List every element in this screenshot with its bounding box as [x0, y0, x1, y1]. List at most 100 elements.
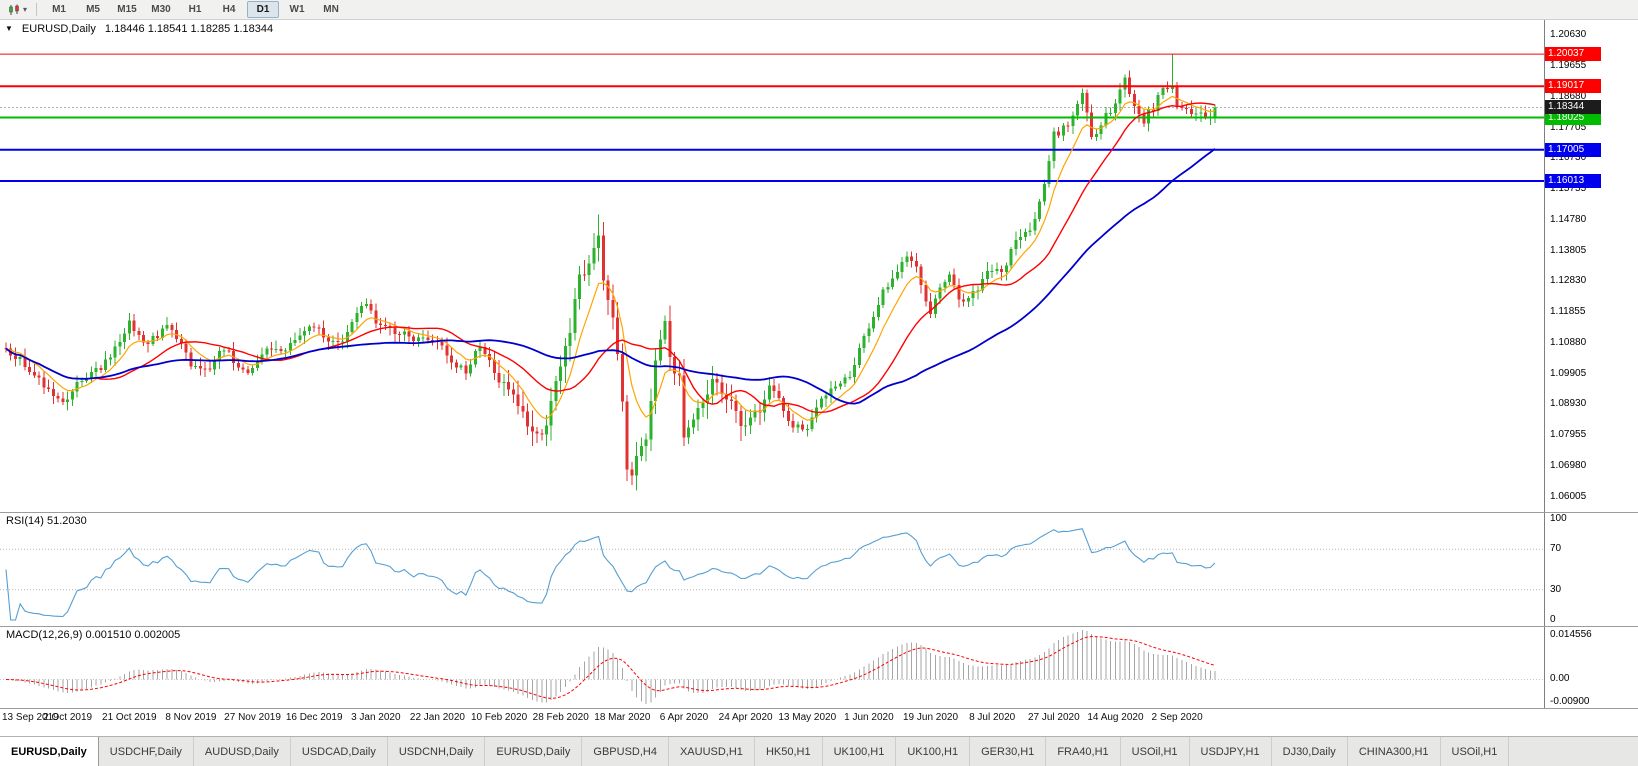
chart-title: ▼ EURUSD,Daily 1.18446 1.18541 1.18285 1… [5, 23, 273, 35]
level-price-badge-1.20037: 1.20037 [1545, 47, 1601, 62]
macd-histogram [10, 630, 1216, 704]
rsi-panel[interactable]: RSI(14) 51.2030 100 70 30 0 [0, 512, 1638, 626]
chart-ohlc-values: 1.18446 1.18541 1.18285 1.18344 [104, 23, 274, 35]
macd-canvas [0, 630, 1544, 704]
price-chart-canvas [0, 53, 1544, 491]
price-tick: 1.09905 [1550, 367, 1587, 379]
time-axis-label: 10 Feb 2020 [470, 712, 528, 723]
chart-tab-16-china300-h1[interactable]: CHINA300,H1 [1348, 737, 1441, 766]
time-axis-label: 24 Apr 2020 [718, 712, 773, 723]
macd-tick-zero: 0.00 [1550, 673, 1570, 685]
time-axis-label: 18 Mar 2020 [594, 712, 651, 723]
chart-tab-11-ger30-h1[interactable]: GER30,H1 [970, 737, 1047, 766]
chevron-down-icon: ▾ [23, 4, 28, 14]
chart-tab-bar: EURUSD,Daily USDCHF,Daily AUDUSD,Daily USDC… [0, 736, 1638, 766]
chart-tab-8-hk50-h1[interactable]: HK50,H1 [755, 737, 823, 766]
time-axis-label: 22 Jan 2020 [409, 712, 465, 723]
chart-tab-4-usdcnh-daily[interactable]: USDCNH,Daily [388, 737, 486, 766]
rsi-label: RSI(14) 51.2030 [6, 515, 87, 527]
macd-panel[interactable]: MACD(12,26,9) 0.001510 0.002005 0.014556… [0, 626, 1638, 708]
chart-tab-1-usdchf-daily[interactable]: USDCHF,Daily [99, 737, 194, 766]
timeframe-button-mn[interactable]: MN [323, 4, 339, 15]
one-click-trading-arrow-icon[interactable]: ▼ [5, 24, 13, 33]
price-tick: 1.06980 [1550, 459, 1587, 471]
time-axis-label: 19 Jun 2020 [903, 712, 959, 723]
price-tick: 1.07955 [1550, 429, 1587, 441]
time-axis-label: 27 Jul 2020 [1027, 712, 1080, 723]
price-tick: 1.08930 [1550, 398, 1587, 410]
price-scale[interactable]: 1.20630 1.19655 1.18680 1.17705 1.16730 1.157… [1544, 20, 1638, 512]
candlestick-chart-icon [9, 4, 19, 15]
time-axis-label: 28 Feb 2020 [532, 712, 589, 723]
toolbar-separator [36, 3, 38, 16]
chart-tab-17-usoil-h1[interactable]: USOil,H1 [1441, 737, 1510, 766]
chart-tab-5-eurusd-daily[interactable]: EURUSD,Daily [485, 737, 583, 766]
ma-medium-line[interactable] [5, 102, 1216, 414]
chart-tab-3-usdcad-daily[interactable]: USDCAD,Daily [291, 737, 388, 766]
chart-tab-7-xauusd-h1[interactable]: XAUUSD,H1 [669, 737, 755, 766]
time-axis-label: 14 Aug 2020 [1087, 712, 1144, 723]
chart-tab-9-uk100-h1[interactable]: UK100,H1 [823, 737, 897, 766]
time-axis-label: 2 Oct 2019 [43, 712, 93, 723]
rsi-line [5, 528, 1216, 621]
price-tick: 1.18680 [1550, 90, 1587, 102]
current-price-badge: 1.18344 [1545, 100, 1601, 115]
chart-tab-12-fra40-h1[interactable]: FRA40,H1 [1046, 737, 1121, 766]
price-tick: 1.20630 [1550, 29, 1587, 41]
timeframe-button-d1[interactable]: D1 [247, 1, 280, 18]
rsi-tick: 30 [1550, 583, 1562, 595]
time-axis-label: 3 Jan 2020 [351, 712, 401, 723]
time-axis-label: 2 Sep 2020 [1151, 712, 1203, 723]
time-axis[interactable]: 13 Sep 2019 2 Oct 2019 21 Oct 2019 8 Nov 20… [0, 708, 1638, 736]
price-tick: 1.17705 [1550, 121, 1587, 133]
timeframe-button-w1[interactable]: W1 [289, 4, 305, 15]
time-axis-label: 13 May 2020 [778, 712, 837, 723]
time-axis-label: 27 Nov 2019 [224, 712, 281, 723]
price-tick: 1.16730 [1550, 152, 1587, 164]
rsi-scale[interactable]: 100 70 30 0 [1544, 513, 1638, 626]
time-axis-label: 16 Dec 2019 [285, 712, 343, 723]
top-toolbar: ▾ M1 M5 M15 M30 H1 H4 D1 W1 MN [0, 0, 1638, 20]
chart-symbol-label: EURUSD,Daily [21, 23, 96, 35]
price-tick: 1.12830 [1550, 275, 1587, 287]
timeframe-button-m1[interactable]: M1 [52, 4, 66, 15]
candlestick-series [4, 53, 1217, 491]
macd-signal-line [5, 635, 1216, 699]
chart-tab-15-dj30-daily[interactable]: DJ30,Daily [1272, 737, 1348, 766]
price-panel[interactable]: ▼ EURUSD,Daily 1.18446 1.18541 1.18285 1… [0, 20, 1638, 512]
chart-tab-2-audusd-daily[interactable]: AUDUSD,Daily [194, 737, 291, 766]
price-tick: 1.11855 [1550, 306, 1586, 318]
macd-scale[interactable]: 0.014556 0.00 -0.00900 [1544, 627, 1638, 708]
level-price-badge-1.17005: 1.17005 [1545, 142, 1601, 157]
level-price-badge-1.16013: 1.16013 [1545, 173, 1601, 188]
chart-type-button[interactable]: ▾ [4, 2, 31, 18]
price-tick: 1.14780 [1550, 213, 1587, 225]
chart-tab-13-usoil-h1[interactable]: USOil,H1 [1121, 737, 1190, 766]
timeframe-button-h1[interactable]: H1 [188, 4, 202, 15]
price-tick: 1.13805 [1550, 244, 1587, 256]
timeframe-button-h4[interactable]: H4 [222, 4, 236, 15]
time-axis-label: 8 Nov 2019 [165, 712, 217, 723]
ma-slow-line[interactable] [5, 148, 1216, 405]
level-price-badge-1.19017: 1.19017 [1545, 79, 1601, 94]
timeframe-button-m30[interactable]: M30 [151, 4, 171, 15]
chart-tab-14-usdjpy-h1[interactable]: USDJPY,H1 [1190, 737, 1272, 766]
chart-tab-0-eurusd-daily[interactable]: EURUSD,Daily [0, 737, 99, 766]
price-tick: 1.19655 [1550, 60, 1587, 72]
rsi-tick: 0 [1550, 614, 1556, 625]
macd-label: MACD(12,26,9) 0.001510 0.002005 [6, 629, 181, 641]
timeframe-button-group: M1 M5 M15 M30 H1 H4 D1 W1 MN [42, 1, 348, 18]
time-axis-label: 8 Jul 2020 [969, 712, 1016, 723]
chart-tab-10-uk100-h1[interactable]: UK100,H1 [896, 737, 971, 766]
time-axis-label: 21 Oct 2019 [102, 712, 157, 723]
timeframe-button-m15[interactable]: M15 [117, 4, 137, 15]
rsi-tick: 100 [1550, 513, 1567, 524]
chart-tab-6-gbpusd-h4[interactable]: GBPUSD,H4 [582, 737, 669, 766]
time-axis-label: 13 Sep 2019 [2, 712, 59, 723]
price-tick: 1.15755 [1550, 183, 1587, 195]
price-tick: 1.06005 [1550, 490, 1587, 502]
timeframe-button-m5[interactable]: M5 [86, 4, 100, 15]
ma-fast-line[interactable] [5, 95, 1216, 421]
time-axis-label: 6 Apr 2020 [659, 712, 709, 723]
